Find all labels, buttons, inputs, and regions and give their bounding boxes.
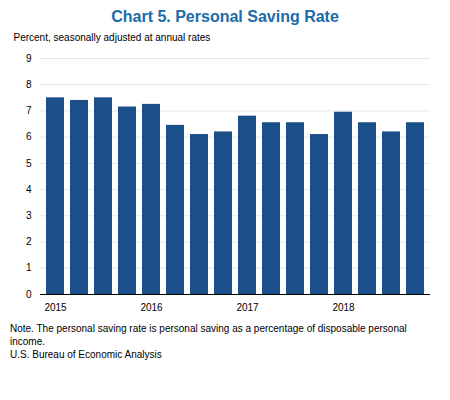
- svg-text:3: 3: [26, 210, 32, 221]
- svg-text:2016: 2016: [140, 302, 163, 313]
- svg-text:5: 5: [26, 158, 32, 169]
- html-text:U.S. Bureau of Economic Analys: U.S. Bureau of Economic Analysis: [10, 349, 162, 360]
- svg-text:Percent, seasonally adjusted a: Percent, seasonally adjusted at annual r…: [14, 32, 211, 43]
- svg-text:7: 7: [26, 105, 32, 116]
- svg-text:9: 9: [26, 53, 32, 64]
- svg-text:1: 1: [26, 262, 32, 273]
- svg-text:8: 8: [26, 79, 32, 90]
- svg-text:2: 2: [26, 236, 32, 247]
- html-text:Note. The personal saving rate: Note. The personal saving rate is person…: [10, 323, 407, 347]
- html-text:Chart 5. Personal Saving Rate: Chart 5. Personal Saving Rate: [111, 8, 339, 25]
- svg-text:0: 0: [26, 289, 32, 300]
- svg-text:6: 6: [26, 131, 32, 142]
- svg-text:2017: 2017: [236, 302, 259, 313]
- svg-text:4: 4: [26, 184, 32, 195]
- svg-text:2015: 2015: [44, 302, 67, 313]
- svg-text:2018: 2018: [332, 302, 355, 313]
